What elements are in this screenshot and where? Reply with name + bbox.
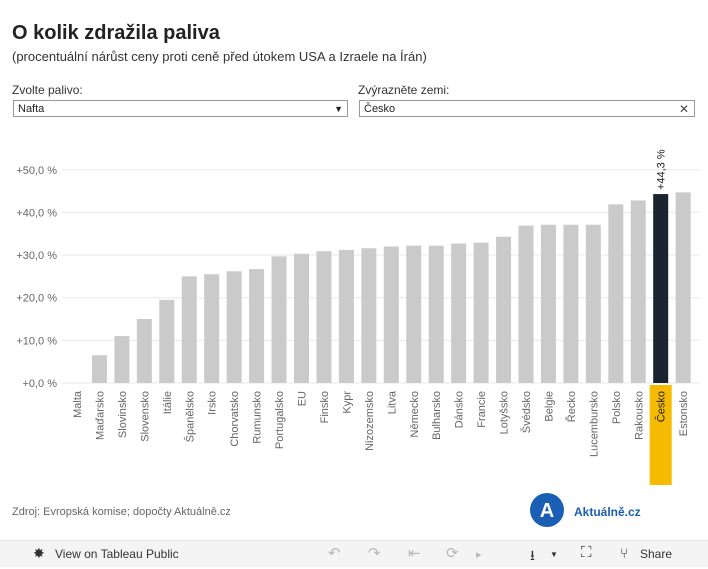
fuel-select[interactable]: Nafta ▼ xyxy=(13,100,348,117)
bar xyxy=(675,192,691,383)
x-tick-label: Litva xyxy=(386,390,398,414)
x-tick-label: Rakousko xyxy=(633,391,645,440)
x-tick-label: Nizozemsko xyxy=(364,391,376,451)
bar xyxy=(136,319,152,383)
highlight-label-bg xyxy=(649,385,672,485)
x-tick-label: Portugalsko xyxy=(274,391,286,449)
view-on-tableau-link[interactable]: View on Tableau Public xyxy=(55,547,179,561)
share-icon[interactable]: ⑂ xyxy=(620,545,629,561)
country-label: Zvýrazněte zemi: xyxy=(358,83,450,97)
pause-icon[interactable]: ▸ xyxy=(476,549,482,561)
bar xyxy=(91,355,107,383)
x-tick-label: Polsko xyxy=(611,391,623,424)
y-tick-label: +10,0 % xyxy=(16,335,57,347)
bar xyxy=(518,225,534,383)
x-tick-label: Francie xyxy=(476,391,488,428)
x-tick-label: Estonsko xyxy=(678,391,690,436)
x-tick-label: Maďarsko xyxy=(94,391,106,440)
x-tick-label: Bulharsko xyxy=(431,391,443,440)
bar xyxy=(114,336,130,383)
x-tick-label: Německo xyxy=(409,391,421,437)
redo-icon[interactable]: ↷ xyxy=(368,545,381,562)
bar xyxy=(204,274,220,383)
bar xyxy=(226,271,242,383)
x-tick-label: Chorvatsko xyxy=(229,391,241,447)
x-tick-label: EU xyxy=(297,391,309,406)
bar xyxy=(181,276,197,383)
y-tick-label: +20,0 % xyxy=(16,293,57,305)
x-tick-label: Kypr xyxy=(341,391,353,414)
share-button[interactable]: Share xyxy=(640,547,673,561)
page-subtitle: (procentuální nárůst ceny proti ceně pře… xyxy=(12,49,427,64)
bar xyxy=(563,224,579,383)
x-tick-label: Belgie xyxy=(543,391,555,422)
x-tick-label: Malta xyxy=(72,390,84,418)
tableau-icon: ✸ xyxy=(33,545,45,561)
dropdown-arrow-icon: ▼ xyxy=(334,104,343,114)
bar-chart: +0,0 % +10,0 % +20,0 % +30,0 % +40,0 % +50,0 … xyxy=(16,149,700,485)
x-tick-label: Irsko xyxy=(207,391,219,415)
x-tick-label: Slovensko xyxy=(139,391,151,442)
bar xyxy=(608,204,624,383)
x-tick-label: Lotyšsko xyxy=(499,391,511,434)
aktualne-logo-icon: A xyxy=(530,493,564,527)
bar xyxy=(159,299,175,383)
x-tick-label: Lucembursko xyxy=(588,391,600,457)
bar xyxy=(294,253,309,383)
bar xyxy=(361,248,377,383)
bar xyxy=(271,256,287,383)
y-tick-label: +0,0 % xyxy=(22,378,57,390)
x-tick-label: Dánsko xyxy=(454,391,466,428)
bar xyxy=(630,200,646,383)
y-tick-label: +30,0 % xyxy=(16,250,57,262)
y-tick-label: +50,0 % xyxy=(16,165,57,177)
x-tick-label: Česko xyxy=(655,391,668,422)
fullscreen-icon[interactable]: ⛶ xyxy=(581,544,592,561)
fuel-select-value: Nafta xyxy=(18,103,45,115)
bar xyxy=(338,249,354,383)
x-tick-label: Finsko xyxy=(319,391,331,423)
bar xyxy=(585,224,601,383)
bar xyxy=(496,236,512,383)
country-input[interactable]: Česko ✕ xyxy=(359,100,695,117)
x-tick-label: Španělsko xyxy=(183,391,196,442)
bar xyxy=(428,245,444,383)
y-tick-label: +40,0 % xyxy=(16,207,57,219)
logo-letter: A xyxy=(540,500,554,522)
data-label: +44,3 % xyxy=(656,149,668,190)
download-arrow-icon: ▼ xyxy=(550,550,558,559)
bar xyxy=(451,243,467,383)
refresh-icon[interactable]: ⟳ xyxy=(446,545,459,562)
x-tick-label: Rumunsko xyxy=(252,391,264,444)
bar xyxy=(473,242,489,383)
bar xyxy=(540,224,556,383)
x-tick-label: Řecko xyxy=(565,391,578,422)
clear-icon[interactable]: ✕ xyxy=(678,102,689,116)
bar xyxy=(316,251,332,383)
logo-text: Aktuálně.cz xyxy=(574,505,641,519)
x-tick-label: Švédsko xyxy=(520,391,533,433)
country-input-value: Česko xyxy=(364,103,396,115)
bar xyxy=(383,246,399,383)
bar xyxy=(406,245,422,383)
x-tick-label: Slovinsko xyxy=(117,391,129,438)
page-title: O kolik zdražila paliva xyxy=(12,22,220,44)
x-tick-label: Itálie xyxy=(162,391,174,414)
source-note: Zdroj: Evropská komise; dopočty Aktuálně… xyxy=(12,506,231,518)
revert-icon[interactable]: ⇤ xyxy=(408,545,421,562)
highlight-bar xyxy=(653,194,669,383)
download-icon[interactable]: ⭳ xyxy=(530,547,535,563)
tableau-toolbar: ✸ View on Tableau Public ↶ ↷ ⇤ ⟳ ▸ ⭳ ▼ ⛶… xyxy=(0,540,708,567)
bar xyxy=(249,269,265,383)
undo-icon[interactable]: ↶ xyxy=(328,545,341,562)
fuel-label: Zvolte palivo: xyxy=(12,83,83,97)
